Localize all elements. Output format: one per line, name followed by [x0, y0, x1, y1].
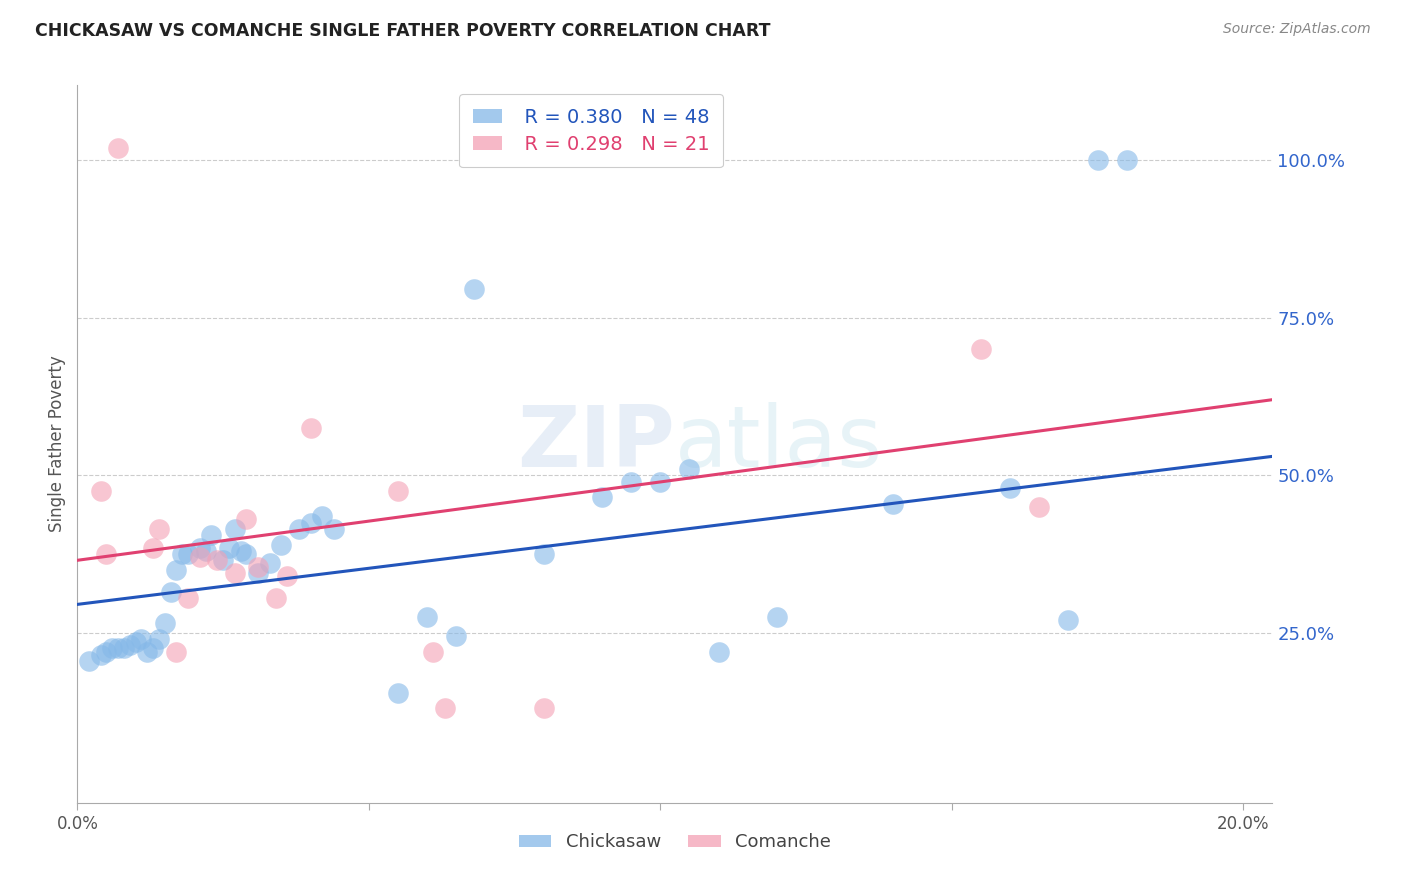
Point: [591, 491, 613, 505]
Point: [165, 563, 187, 577]
Point: [322, 522, 344, 536]
Point: [970, 343, 993, 357]
Point: [533, 547, 555, 561]
Point: [766, 610, 789, 624]
Point: [650, 475, 672, 489]
Text: CHICKASAW VS COMANCHE SINGLE FATHER POVERTY CORRELATION CHART: CHICKASAW VS COMANCHE SINGLE FATHER POVE…: [35, 22, 770, 40]
Point: [446, 629, 468, 643]
Point: [247, 559, 270, 574]
Y-axis label: Single Father Poverty: Single Father Poverty: [48, 355, 66, 533]
Point: [148, 632, 170, 646]
Point: [224, 522, 246, 536]
Point: [678, 462, 700, 476]
Point: [136, 645, 159, 659]
Point: [299, 516, 322, 530]
Point: [311, 509, 333, 524]
Point: [200, 528, 222, 542]
Point: [299, 421, 322, 435]
Point: [124, 635, 146, 649]
Point: [188, 550, 211, 565]
Point: [142, 641, 165, 656]
Point: [270, 537, 292, 551]
Legend: Chickasaw, Comanche: Chickasaw, Comanche: [512, 826, 838, 858]
Point: [90, 483, 112, 498]
Point: [112, 641, 135, 656]
Text: Source: ZipAtlas.com: Source: ZipAtlas.com: [1223, 22, 1371, 37]
Point: [194, 544, 217, 558]
Point: [142, 541, 165, 555]
Point: [118, 638, 141, 652]
Point: [882, 497, 904, 511]
Point: [387, 685, 409, 699]
Point: [229, 544, 252, 558]
Point: [998, 481, 1021, 495]
Point: [188, 541, 211, 555]
Point: [96, 547, 118, 561]
Point: [96, 645, 118, 659]
Point: [1057, 613, 1080, 627]
Point: [707, 645, 730, 659]
Point: [463, 282, 485, 296]
Point: [235, 512, 257, 526]
Point: [148, 522, 170, 536]
Text: ZIP: ZIP: [517, 402, 675, 485]
Point: [90, 648, 112, 662]
Point: [235, 547, 257, 561]
Point: [131, 632, 153, 646]
Point: [177, 547, 200, 561]
Point: [264, 591, 287, 606]
Point: [422, 645, 444, 659]
Point: [153, 616, 176, 631]
Point: [177, 591, 200, 606]
Point: [276, 569, 298, 583]
Point: [107, 641, 129, 656]
Point: [1115, 153, 1137, 168]
Point: [224, 566, 246, 580]
Point: [159, 584, 181, 599]
Point: [101, 641, 124, 656]
Point: [1028, 500, 1050, 514]
Point: [247, 566, 270, 580]
Point: [77, 654, 100, 668]
Point: [620, 475, 643, 489]
Point: [107, 141, 129, 155]
Point: [172, 547, 194, 561]
Point: [288, 522, 311, 536]
Point: [212, 553, 235, 567]
Point: [218, 541, 240, 555]
Point: [433, 701, 456, 715]
Point: [1087, 153, 1109, 168]
Point: [416, 610, 439, 624]
Point: [207, 553, 229, 567]
Point: [259, 557, 281, 571]
Point: [533, 701, 555, 715]
Text: atlas: atlas: [675, 402, 883, 485]
Point: [387, 483, 409, 498]
Point: [165, 645, 187, 659]
